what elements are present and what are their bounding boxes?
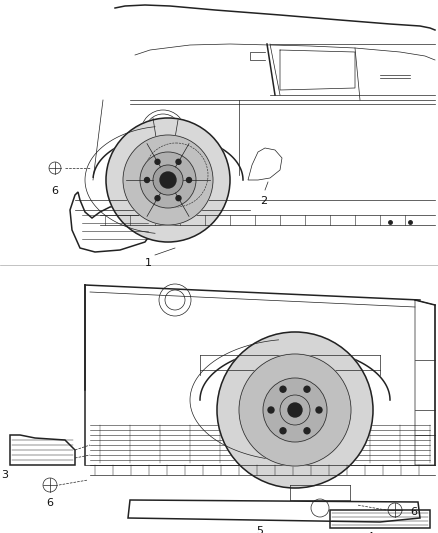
Text: 4: 4 [367, 532, 374, 533]
Circle shape [176, 196, 181, 201]
Circle shape [155, 159, 160, 164]
Circle shape [106, 118, 230, 242]
Circle shape [280, 386, 286, 392]
Text: 6: 6 [46, 498, 53, 508]
Circle shape [288, 403, 302, 417]
Circle shape [304, 428, 310, 434]
Circle shape [176, 159, 181, 164]
Circle shape [280, 428, 286, 434]
Circle shape [316, 407, 322, 413]
Circle shape [187, 177, 191, 182]
Circle shape [239, 354, 351, 466]
Circle shape [123, 135, 213, 225]
Text: 5: 5 [257, 526, 264, 533]
Circle shape [268, 407, 274, 413]
Circle shape [217, 332, 373, 488]
Text: 6: 6 [52, 186, 59, 196]
Circle shape [140, 152, 196, 208]
Circle shape [153, 165, 183, 195]
Text: 1: 1 [145, 258, 152, 268]
Text: 2: 2 [261, 196, 268, 206]
Circle shape [160, 172, 176, 188]
Circle shape [263, 378, 327, 442]
Circle shape [155, 196, 160, 201]
Circle shape [304, 386, 310, 392]
Text: 6: 6 [410, 507, 417, 517]
Circle shape [145, 177, 149, 182]
Text: 3: 3 [1, 470, 8, 480]
